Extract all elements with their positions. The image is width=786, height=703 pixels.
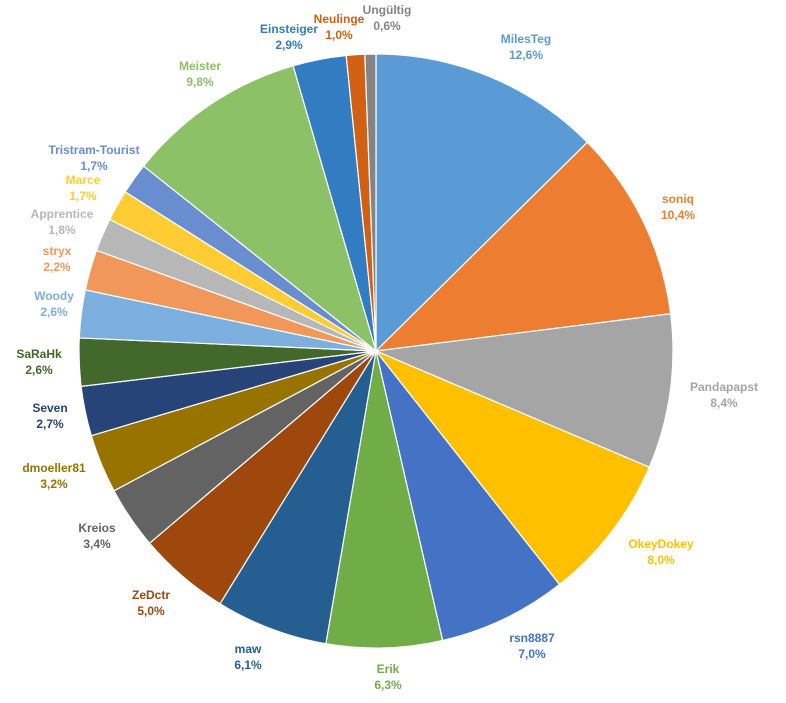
pie-slice-meister — [142, 65, 378, 353]
slice-label-group: Apprentice 1,8% — [31, 207, 94, 237]
slice-label-group: MilesTeg 12,6% — [501, 32, 551, 62]
slice-percent-label: 9,8% — [186, 75, 214, 89]
slice-percent-label: 3,2% — [40, 477, 68, 491]
slice-name-label: Seven — [32, 401, 67, 415]
slice-percent-label: 10,4% — [661, 208, 695, 222]
slice-percent-label: 1,7% — [69, 189, 97, 203]
slice-percent-label: 1,0% — [325, 28, 353, 42]
slice-label-group: Erik 6,3% — [374, 662, 402, 692]
slice-label-group: rsn8887 7,0% — [509, 631, 555, 661]
pie-slice-milesteg — [375, 53, 589, 353]
slice-percent-label: 8,0% — [647, 553, 675, 567]
slice-name-label: rsn8887 — [509, 631, 555, 645]
slice-percent-label: 12,6% — [509, 48, 543, 62]
slice-percent-label: 2,7% — [36, 417, 64, 431]
pie-slice-soniq — [374, 141, 672, 352]
slice-name-label: stryx — [43, 244, 72, 258]
slice-label-group: Seven 2,7% — [32, 401, 67, 431]
slice-name-label: Apprentice — [31, 207, 94, 221]
slice-label-group: soniq 10,4% — [661, 192, 695, 222]
slice-label-group: Neulinge 1,0% — [314, 12, 365, 42]
slice-name-label: maw — [235, 642, 262, 656]
slice-label-group: OkeyDokey 8,0% — [628, 537, 694, 567]
slice-percent-label: 2,6% — [40, 305, 68, 319]
pie-slice-okeydokey — [375, 350, 651, 586]
slice-label-group: ZeDctr 5,0% — [132, 588, 170, 618]
slice-percent-label: 0,6% — [373, 19, 401, 33]
slice-name-label: Meister — [179, 59, 221, 73]
pie-slice-ung-ltig — [364, 53, 377, 352]
slice-name-label: Pandapapst — [690, 380, 758, 394]
slice-percent-label: 2,9% — [275, 38, 303, 52]
slice-label-group: Tristram-Tourist 1,7% — [48, 143, 139, 173]
slice-name-label: Erik — [377, 662, 400, 676]
slice-label-group: Marce 1,7% — [66, 173, 101, 203]
slice-name-label: Kreios — [78, 521, 116, 535]
slice-name-label: Woody — [34, 289, 74, 303]
pie-slice-rsn8887 — [375, 350, 561, 642]
slice-label-group: maw 6,1% — [234, 642, 262, 672]
slice-name-label: SaRaHk — [16, 347, 62, 361]
slice-percent-label: 6,1% — [234, 658, 262, 672]
slice-name-label: OkeyDokey — [628, 537, 694, 551]
slice-name-label: Tristram-Tourist — [48, 143, 139, 157]
slice-percent-label: 1,8% — [48, 223, 76, 237]
slice-percent-label: 5,0% — [137, 604, 165, 618]
slice-name-label: soniq — [662, 192, 694, 206]
slice-percent-label: 2,6% — [25, 363, 53, 377]
slice-name-label: Neulinge — [314, 12, 365, 26]
slice-name-label: Ungültig — [363, 3, 412, 17]
slice-percent-label: 7,0% — [518, 647, 546, 661]
slice-percent-label: 8,4% — [710, 396, 738, 410]
slice-label-group: Einsteiger 2,9% — [260, 22, 318, 52]
slice-label-group: Meister 9,8% — [179, 59, 221, 89]
slice-name-label: Einsteiger — [260, 22, 318, 36]
slice-label-group: Ungültig 0,6% — [363, 3, 412, 33]
slice-label-group: Kreios 3,4% — [78, 521, 116, 551]
slice-percent-label: 2,2% — [43, 260, 71, 274]
slice-label-group: dmoeller81 3,2% — [22, 461, 86, 491]
slice-name-label: MilesTeg — [501, 32, 551, 46]
slice-name-label: Marce — [66, 173, 101, 187]
slice-percent-label: 1,7% — [80, 159, 108, 173]
slice-label-group: Woody 2,6% — [34, 289, 74, 319]
slice-label-group: SaRaHk 2,6% — [16, 347, 62, 377]
slice-percent-label: 3,4% — [83, 537, 111, 551]
slice-name-label: dmoeller81 — [22, 461, 86, 475]
slice-label-group: stryx 2,2% — [43, 244, 72, 274]
slice-label-group: Pandapapst 8,4% — [690, 380, 758, 410]
slice-percent-label: 6,3% — [374, 678, 402, 692]
slice-name-label: ZeDctr — [132, 588, 170, 602]
pie-slice-pandapapst — [373, 313, 674, 469]
pie-slice-erik — [325, 350, 444, 649]
